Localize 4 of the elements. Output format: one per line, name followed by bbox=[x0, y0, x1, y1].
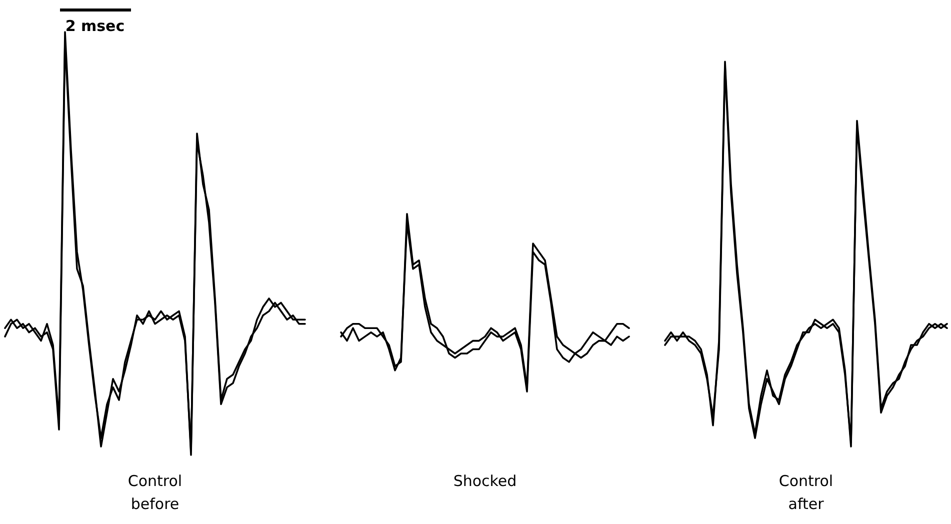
text: Shocked bbox=[453, 472, 517, 490]
annotation: 2 msec bbox=[65, 17, 125, 35]
text: Control before bbox=[128, 472, 182, 513]
text: Control after bbox=[778, 472, 834, 513]
